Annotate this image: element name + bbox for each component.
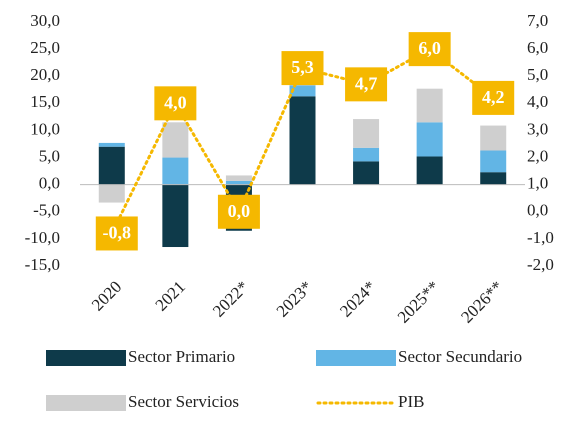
y-tick-label: -10,0 — [25, 228, 60, 247]
y2-tick-label: 2,0 — [527, 146, 548, 165]
y-tick-label: 15,0 — [30, 92, 60, 111]
bar — [98, 146, 125, 185]
y-tick-label: 20,0 — [30, 65, 60, 84]
data-label-box — [472, 80, 515, 115]
bar — [98, 142, 125, 147]
data-label-box — [281, 51, 324, 86]
data-label: 0,0 — [228, 201, 251, 221]
x-tick-label: 2025** — [394, 277, 443, 326]
bar — [353, 161, 380, 185]
legend-swatch — [46, 395, 126, 411]
y-tick-label: 10,0 — [30, 119, 60, 138]
y-tick-label: 30,0 — [30, 11, 60, 30]
bar — [289, 96, 316, 185]
y2-tick-label: -2,0 — [527, 255, 554, 274]
y2-tick-label: 1,0 — [527, 174, 548, 193]
bar — [480, 150, 507, 173]
data-label: -0,8 — [103, 223, 132, 243]
y-tick-label: -15,0 — [25, 255, 60, 274]
y2-tick-label: 3,0 — [527, 119, 548, 138]
bar — [162, 122, 189, 158]
y-tick-label: -5,0 — [33, 201, 60, 220]
bar — [353, 119, 380, 148]
data-label: 6,0 — [418, 38, 441, 58]
bar — [416, 122, 443, 157]
x-tick-label: 2021 — [151, 277, 188, 314]
data-label: 5,3 — [291, 57, 314, 77]
bar — [353, 147, 380, 162]
legend-label: Sector Secundario — [398, 347, 522, 366]
x-tick-label: 2026** — [457, 277, 506, 326]
y2-tick-label: 7,0 — [527, 11, 548, 30]
y-tick-label: 5,0 — [39, 146, 60, 165]
y2-tick-label: 4,0 — [527, 92, 548, 111]
bar — [225, 180, 252, 185]
legend-swatch — [46, 350, 126, 366]
bar — [162, 157, 189, 185]
data-label: 4,2 — [482, 87, 505, 107]
legend-label: Sector Servicios — [128, 392, 239, 411]
bar — [289, 85, 316, 97]
x-tick-label: 2022* — [209, 277, 252, 320]
data-label: 4,0 — [164, 92, 187, 112]
bar — [162, 184, 189, 248]
bar — [416, 88, 443, 123]
data-label-box — [154, 86, 197, 121]
bar — [480, 172, 507, 185]
y-tick-label: 25,0 — [30, 38, 60, 57]
data-label-box — [95, 216, 138, 251]
data-label: 4,7 — [355, 73, 378, 93]
data-label-box — [408, 32, 451, 67]
legend-label: Sector Primario — [128, 347, 235, 366]
data-label-box — [217, 194, 260, 229]
y2-tick-label: -1,0 — [527, 228, 554, 247]
y2-tick-label: 6,0 — [527, 38, 548, 57]
x-tick-label: 2023* — [273, 277, 316, 320]
data-label-box — [345, 67, 388, 102]
legend-swatch — [316, 350, 396, 366]
bar — [480, 125, 507, 151]
bar — [98, 184, 125, 203]
bar — [225, 175, 252, 181]
y2-tick-label: 0,0 — [527, 201, 548, 220]
y2-tick-label: 5,0 — [527, 65, 548, 84]
y-tick-label: 0,0 — [39, 174, 60, 193]
bar — [416, 156, 443, 185]
legend-label: PIB — [398, 392, 424, 411]
x-tick-label: 2024* — [336, 277, 379, 320]
x-tick-label: 2020 — [88, 277, 125, 314]
